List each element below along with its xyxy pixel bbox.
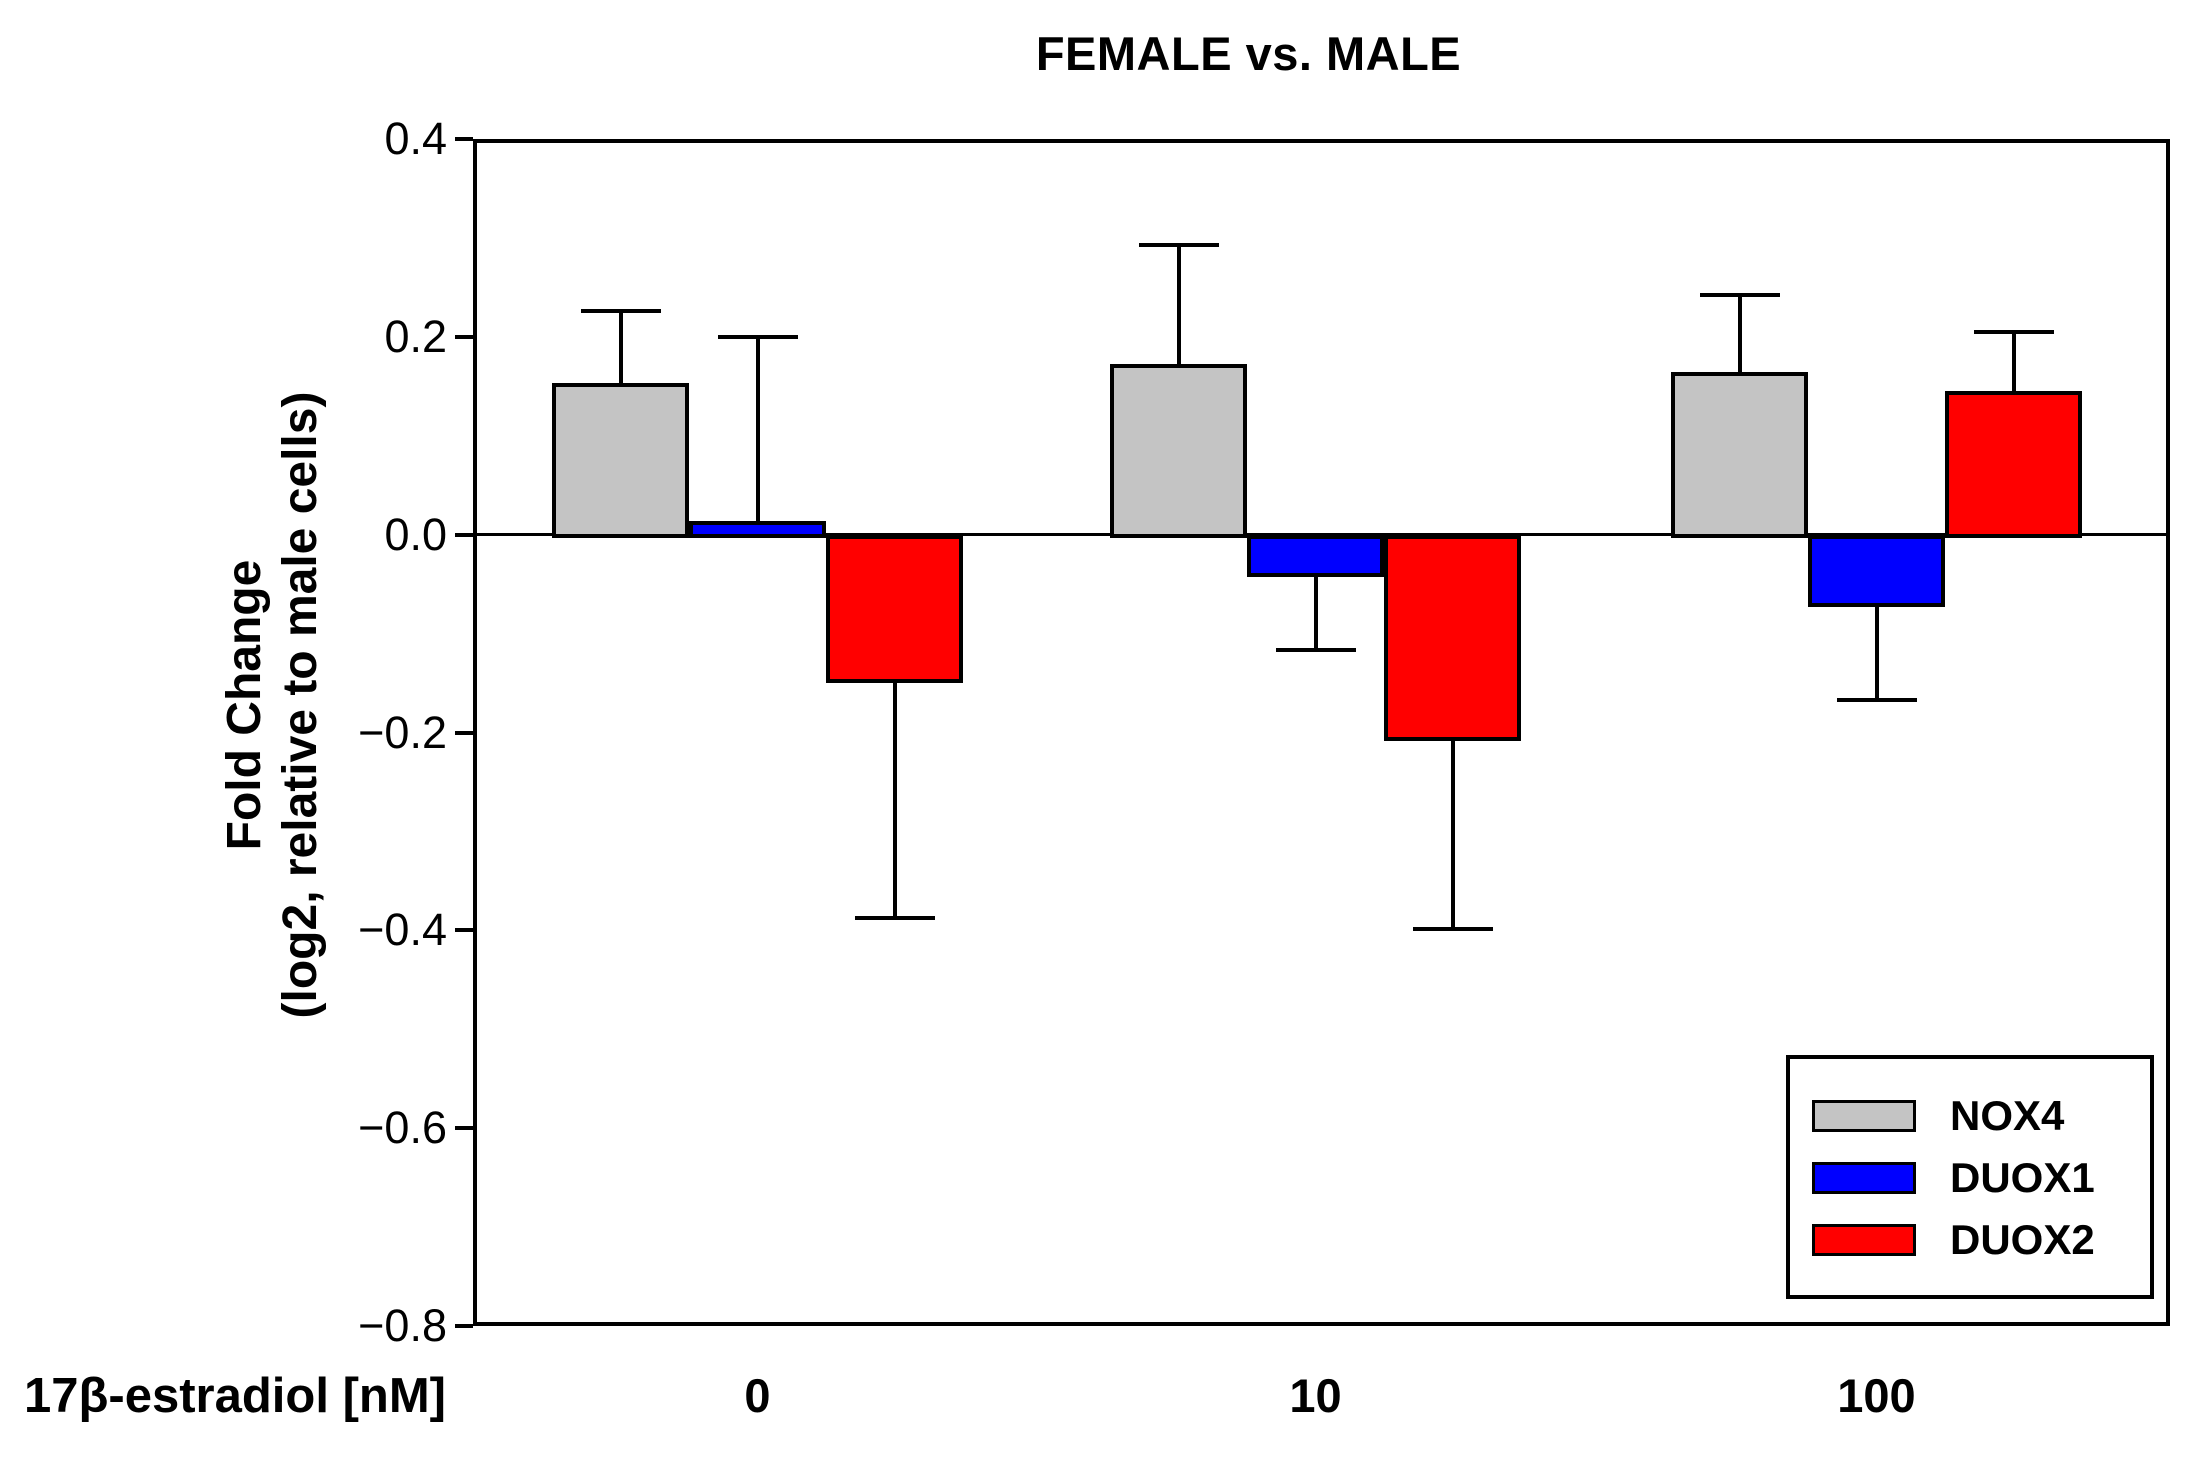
bar-duox2-0 [826, 534, 963, 684]
chart-title: FEMALE vs. MALE [1035, 27, 1462, 80]
legend-label-duox1: DUOX1 [1950, 1154, 2095, 1201]
bar-nox4-10 [1110, 363, 1247, 538]
y-axis-tick [455, 334, 473, 339]
bar-duox1-100 [1808, 534, 1945, 607]
error-bar-duox2-100 [2011, 331, 2016, 392]
legend-item-duox2: DUOX2 [1812, 1219, 2095, 1261]
error-bar-nox4-100 [1737, 295, 1742, 373]
error-cap-duox1-100 [1836, 697, 1917, 702]
y-axis-tick-label: 0.2 [384, 310, 447, 362]
legend: NOX4 DUOX1 DUOX2 [1786, 1055, 2154, 1299]
legend-swatch-duox2 [1812, 1224, 1916, 1256]
y-axis-tick-label: −0.2 [358, 706, 447, 758]
error-bar-duox1-100 [1874, 603, 1879, 700]
bar-duox1-10 [1247, 534, 1384, 578]
bar-nox4-0 [552, 383, 689, 538]
bar-duox2-10 [1384, 534, 1521, 742]
error-cap-duox1-10 [1275, 648, 1356, 653]
y-axis-tick [455, 137, 473, 141]
error-bar-nox4-10 [1176, 244, 1181, 364]
x-tick-label-100: 100 [1837, 1369, 1916, 1422]
bar-duox2-100 [1945, 391, 2082, 538]
error-bar-duox1-10 [1313, 574, 1318, 651]
y-axis-tick-label: −0.8 [358, 1300, 447, 1351]
legend-item-nox4: NOX4 [1812, 1095, 2064, 1137]
y-axis-tick-label: 0.0 [384, 508, 447, 560]
legend-label-duox2: DUOX2 [1950, 1216, 2095, 1263]
y-axis-tick-label: −0.4 [358, 904, 447, 956]
bar-duox1-0 [689, 520, 826, 538]
y-axis-tick-label: 0.4 [384, 113, 447, 164]
y-axis-tick-label: −0.6 [358, 1102, 447, 1154]
x-axis-title: 17β-estradiol [nM] [24, 1369, 446, 1423]
error-cap-duox2-100 [1973, 329, 2054, 334]
error-cap-nox4-100 [1699, 293, 1780, 298]
legend-item-duox1: DUOX1 [1812, 1157, 2095, 1199]
error-cap-duox1-0 [717, 334, 798, 339]
bar-nox4-100 [1671, 372, 1808, 538]
y-axis-tick [455, 1324, 473, 1328]
y-axis-tick [455, 532, 473, 537]
error-bar-nox4-0 [618, 311, 623, 384]
error-cap-duox2-0 [854, 916, 935, 921]
error-bar-duox1-0 [755, 336, 760, 521]
y-axis-tick [455, 730, 473, 735]
error-bar-duox2-0 [892, 680, 897, 919]
x-tick-label-0: 0 [744, 1369, 771, 1422]
error-bar-duox2-10 [1450, 738, 1455, 930]
error-cap-nox4-0 [580, 309, 661, 314]
legend-swatch-nox4 [1812, 1100, 1916, 1132]
y-axis-tick [455, 928, 473, 933]
error-cap-duox2-10 [1412, 927, 1493, 932]
error-cap-nox4-10 [1138, 242, 1219, 247]
x-tick-label-10: 10 [1289, 1369, 1342, 1422]
y-axis-tick [455, 1126, 473, 1131]
legend-swatch-duox1 [1812, 1162, 1916, 1194]
legend-label-nox4: NOX4 [1950, 1092, 2065, 1139]
